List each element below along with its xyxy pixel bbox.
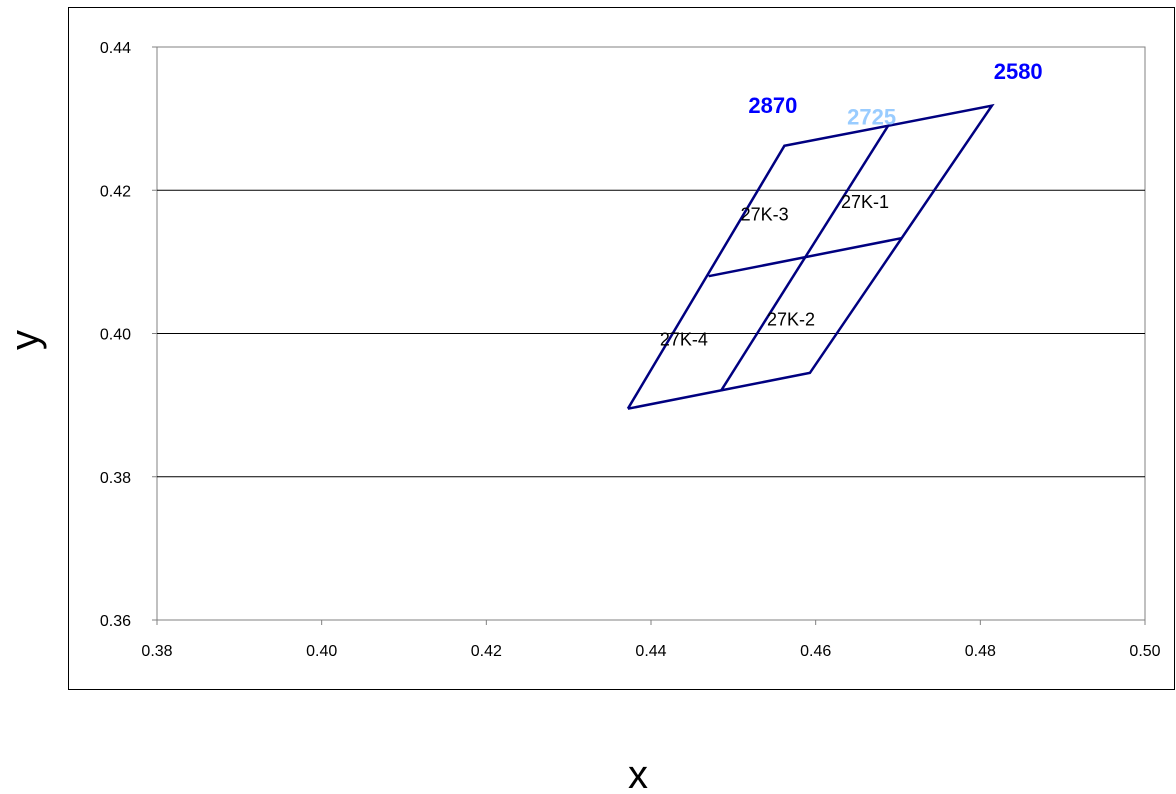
bin-label: 27K-2	[767, 310, 815, 330]
y-tick-label: 0.42	[100, 183, 131, 200]
chart-area-border	[69, 8, 1175, 690]
y-axis-title: y	[3, 330, 47, 350]
bin-label: 27K-3	[741, 204, 789, 224]
x-axis-title: x	[628, 753, 648, 794]
x-tick-label: 0.44	[635, 643, 666, 660]
x-tick-label: 0.46	[800, 643, 831, 660]
cct-label: 2725	[847, 104, 896, 129]
y-tick-label: 0.44	[100, 40, 131, 57]
bin-label: 27K-1	[841, 192, 889, 212]
y-tick-label: 0.38	[100, 470, 131, 487]
x-tick-label: 0.48	[965, 643, 996, 660]
y-tick-label: 0.40	[100, 327, 131, 344]
y-tick-label: 0.36	[100, 613, 131, 630]
x-tick-label: 0.40	[306, 643, 337, 660]
cct-label: 2580	[994, 59, 1043, 84]
x-tick-label: 0.38	[141, 643, 172, 660]
x-tick-label: 0.42	[471, 643, 502, 660]
cct-label: 2870	[748, 93, 797, 118]
bin-label: 27K-4	[660, 330, 708, 350]
x-tick-label: 0.50	[1129, 643, 1160, 660]
